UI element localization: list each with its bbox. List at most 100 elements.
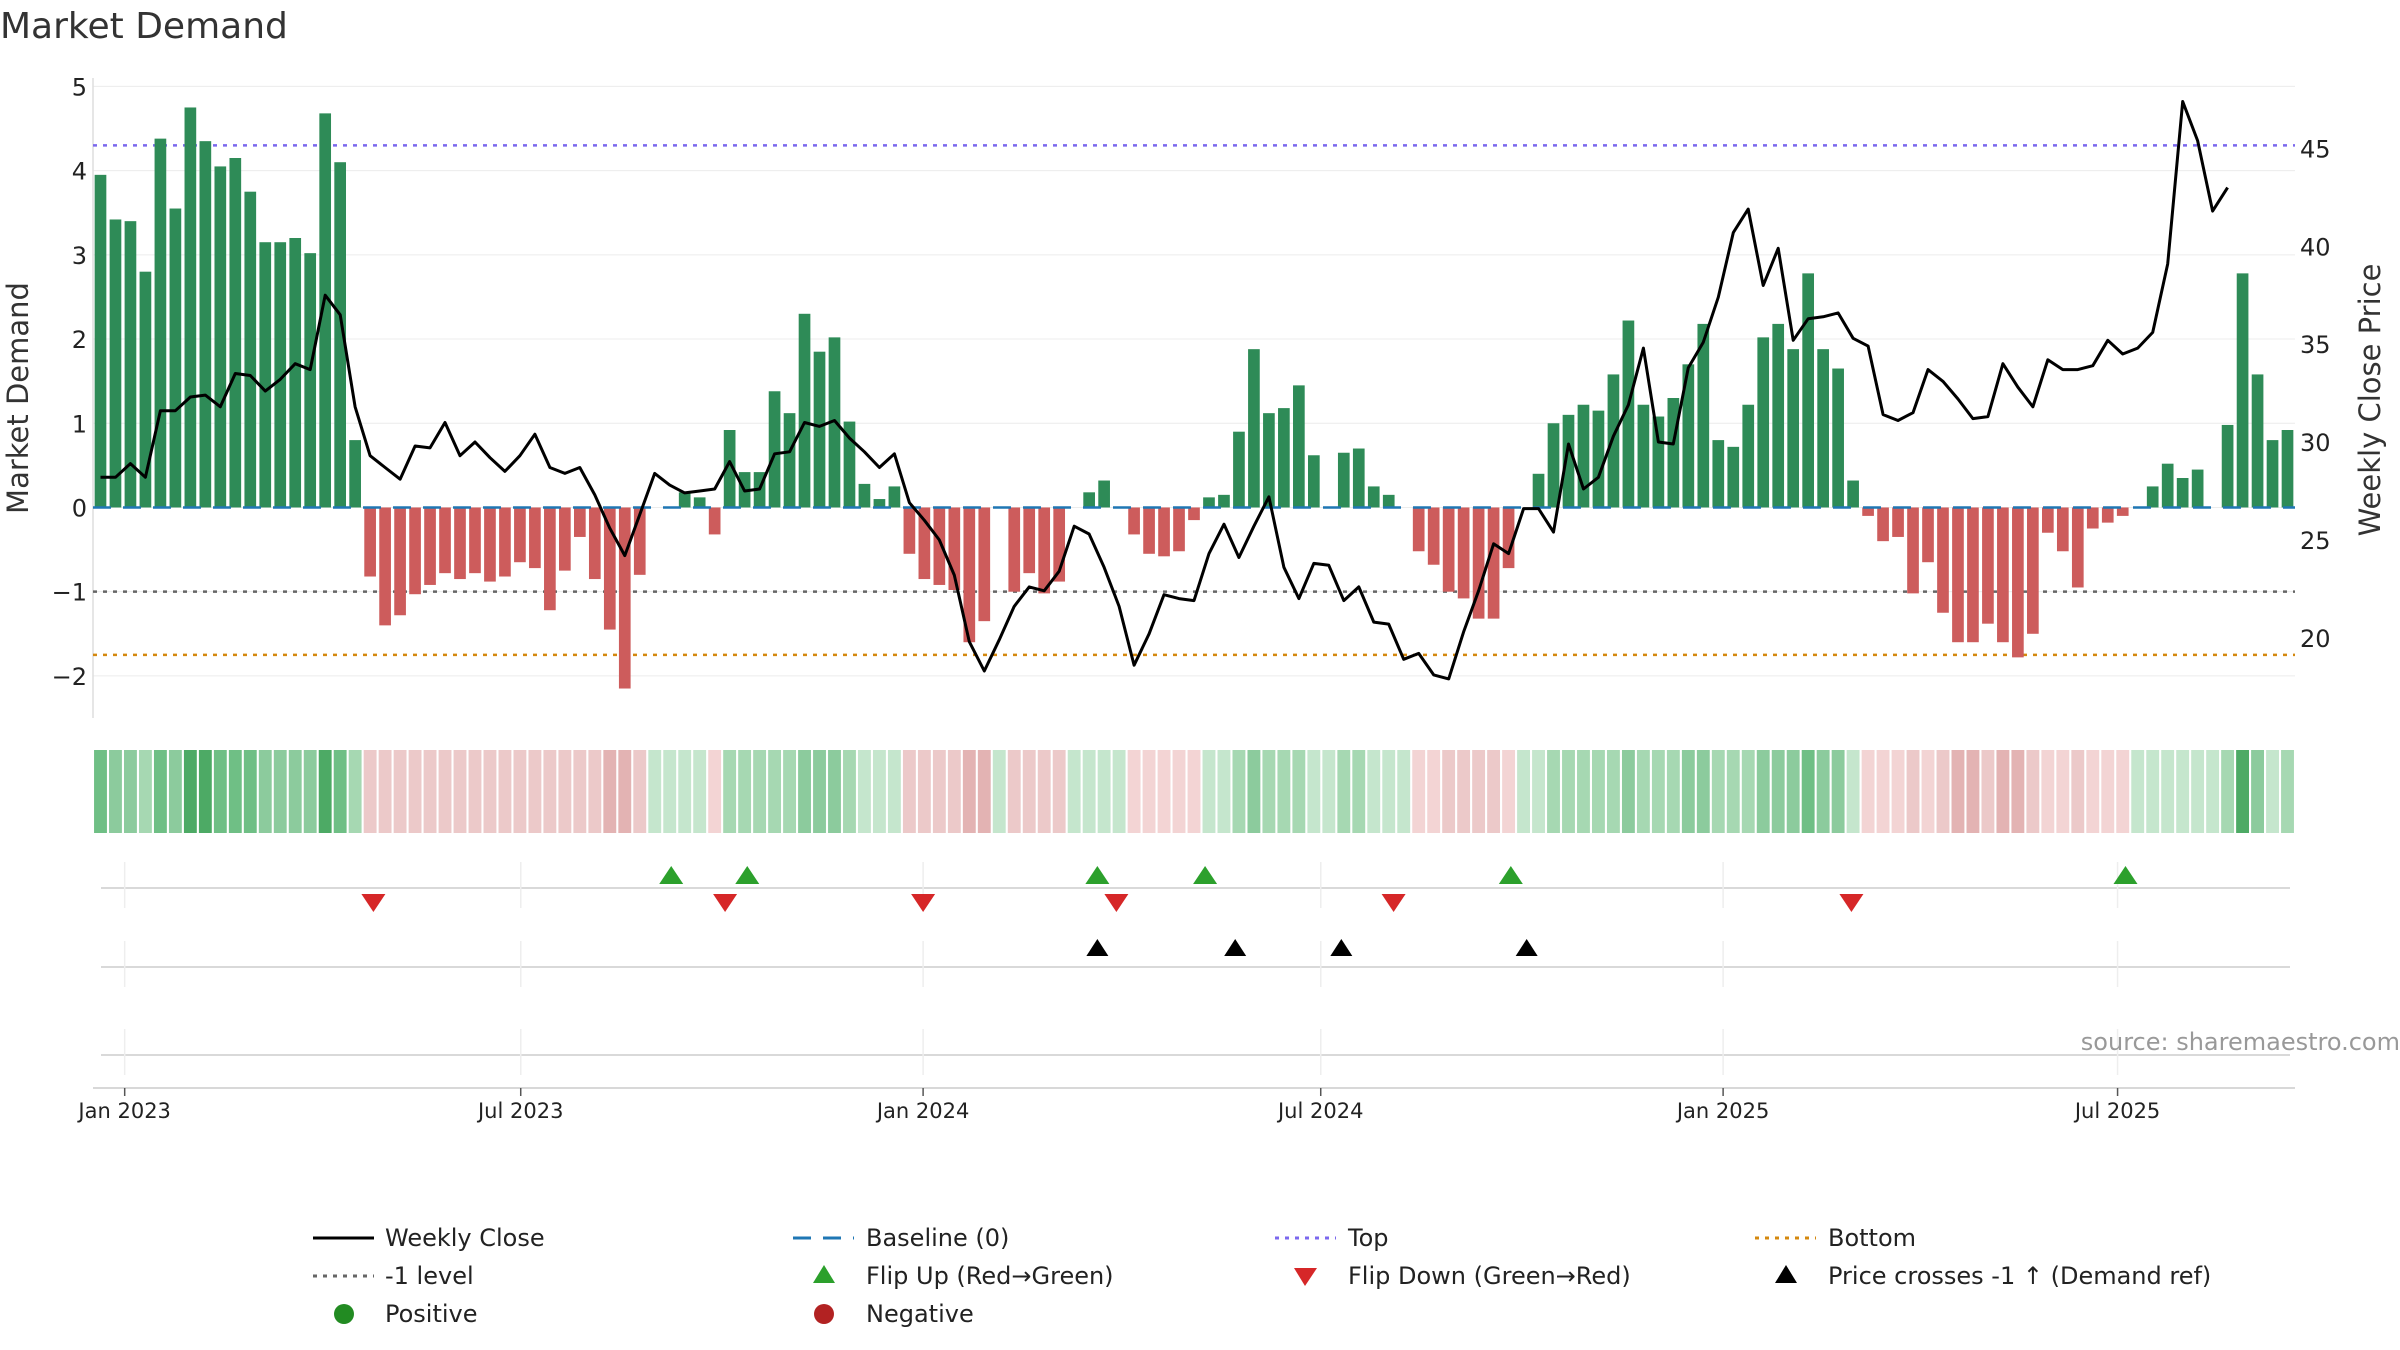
positive-demand-bar xyxy=(2221,424,2234,508)
negative-demand-bar xyxy=(394,507,406,616)
strip-cell-positive xyxy=(843,750,856,833)
strip-cell-positive xyxy=(1636,750,1650,833)
positive-demand-bar xyxy=(1248,349,1260,508)
positive-demand-bar xyxy=(798,313,811,508)
strip-cell-negative xyxy=(1037,750,1051,833)
strip-cell-positive xyxy=(1232,750,1246,833)
positive-demand-bar xyxy=(1352,448,1365,508)
strip-cell-positive xyxy=(2206,750,2220,833)
time-tick-label: Jan 2025 xyxy=(1675,1099,1770,1123)
strip-cell-positive xyxy=(872,750,886,833)
positive-demand-bar xyxy=(888,486,901,508)
strip-cell-positive xyxy=(1816,750,1830,833)
negative-demand-bar xyxy=(364,507,376,577)
positive-demand-bar xyxy=(1293,385,1305,508)
negative-demand-bar xyxy=(948,507,961,590)
strip-cell-positive xyxy=(183,750,197,833)
strip-cell-negative xyxy=(1936,750,1950,833)
strip-cell-negative xyxy=(438,750,452,833)
strip-cell-negative xyxy=(558,750,572,833)
strip-cell-negative xyxy=(588,750,602,833)
strip-cell-positive xyxy=(1247,750,1261,833)
strip-cell-negative xyxy=(1861,750,1875,833)
strip-cell-negative xyxy=(962,750,976,833)
strip-cell-negative xyxy=(1157,750,1171,833)
strip-cell-positive xyxy=(828,750,841,833)
strip-cell-negative xyxy=(932,750,946,833)
strip-cell-negative xyxy=(1412,750,1426,833)
strip-cell-positive xyxy=(1592,750,1605,833)
positive-demand-bar xyxy=(2236,273,2249,508)
legend-bottom-label: Bottom xyxy=(1828,1224,1916,1252)
positive-demand-bar xyxy=(843,421,856,508)
positive-demand-bar xyxy=(1652,416,1665,508)
strip-cell-positive xyxy=(813,750,826,833)
negative-demand-bar xyxy=(559,507,571,571)
positive-demand-bar xyxy=(1787,349,1800,508)
strip-cell-positive xyxy=(198,750,212,833)
demand-axis-ticks: −2 −1 0 1 2 3 4 5 xyxy=(52,73,87,690)
strip-cell-positive xyxy=(2131,750,2145,833)
strip-cell-positive xyxy=(1322,750,1336,833)
strip-cell-positive xyxy=(1741,750,1755,833)
strip-cell-negative xyxy=(528,750,542,833)
negative-demand-bar xyxy=(1922,507,1934,563)
strip-cell-positive xyxy=(1352,750,1366,833)
flip-up-marker xyxy=(1498,866,1523,884)
negative-demand-bar xyxy=(1862,507,1874,516)
positive-demand-bar xyxy=(678,492,691,508)
negative-demand-bar xyxy=(1892,507,1904,537)
strip-cell-negative xyxy=(1996,750,2010,833)
negative-demand-bar xyxy=(1472,507,1485,619)
negative-demand-bar xyxy=(2056,507,2069,552)
strip-cell-negative xyxy=(1052,750,1066,833)
strip-cell-positive xyxy=(1681,750,1695,833)
positive-demand-bar xyxy=(1607,374,1620,508)
negative-demand-bar xyxy=(1143,507,1155,554)
strip-cell-positive xyxy=(678,750,692,833)
strip-cell-negative xyxy=(2056,750,2070,833)
negative-demand-bar xyxy=(1173,507,1185,552)
price-tick-label: 20 xyxy=(2300,625,2331,653)
strip-cell-positive xyxy=(138,750,152,833)
strip-cell-positive xyxy=(258,750,272,833)
strip-cell-positive xyxy=(1726,750,1740,833)
strip-cell-positive xyxy=(992,750,1006,833)
strip-cell-negative xyxy=(423,750,437,833)
demand-tick-label: 0 xyxy=(72,494,87,522)
demand-tick-label: −1 xyxy=(52,579,87,607)
positive-demand-bar xyxy=(2281,430,2294,508)
positive-demand-bar xyxy=(1847,480,1859,508)
strip-cell-positive xyxy=(1532,750,1545,833)
strip-cell-positive xyxy=(2176,750,2190,833)
strip-cell-positive xyxy=(798,750,811,833)
strip-cell-positive xyxy=(1786,750,1800,833)
price-cross-marker xyxy=(1330,939,1353,956)
strip-cell-positive xyxy=(1666,750,1680,833)
negative-demand-bar xyxy=(1023,507,1036,574)
negative-demand-bar xyxy=(1997,507,2009,643)
flip-down-marker xyxy=(361,894,386,912)
positive-demand-bar xyxy=(274,242,287,508)
legend-flip-down-icon xyxy=(1294,1268,1317,1286)
strip-cell-positive xyxy=(1831,750,1845,833)
strip-cell-positive xyxy=(1367,750,1381,833)
strip-cell-positive xyxy=(1711,750,1725,833)
main-gridlines xyxy=(93,85,2295,677)
positive-demand-bar xyxy=(693,497,706,508)
positive-demand-bar xyxy=(1817,349,1829,508)
negative-demand-bar xyxy=(1053,507,1066,582)
time-tick-label: Jul 2025 xyxy=(2073,1099,2160,1123)
strip-cell-negative xyxy=(603,750,617,833)
strip-cell-positive xyxy=(1577,750,1590,833)
positive-demand-bar xyxy=(244,191,257,508)
negative-demand-bar xyxy=(2086,507,2099,529)
negative-demand-bar xyxy=(963,507,976,643)
price-cross-marker xyxy=(1086,939,1109,956)
time-axis-ticks: Jan 2023 Jul 2023 Jan 2024 Jul 2024 Jan 2025… xyxy=(76,1087,2295,1123)
positive-demand-bar xyxy=(1203,497,1215,508)
demand-tick-label: 5 xyxy=(72,73,87,101)
flip-up-marker xyxy=(2113,866,2138,884)
negative-demand-bar xyxy=(379,507,391,626)
negative-demand-bar xyxy=(2071,507,2084,588)
